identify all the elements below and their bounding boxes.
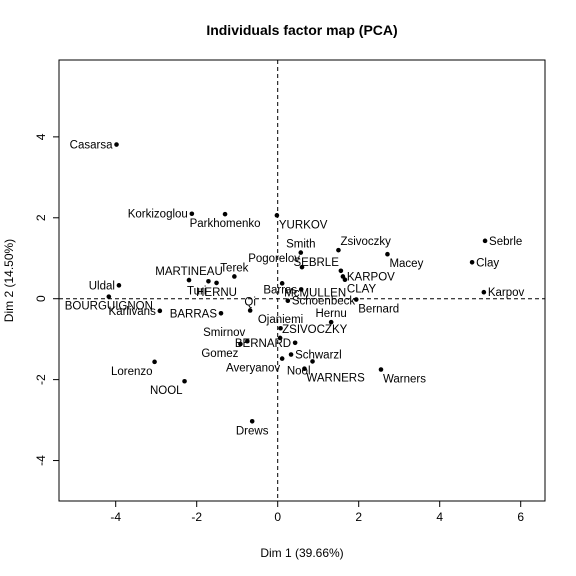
x-tick-label: 6 (517, 510, 524, 524)
data-point (288, 352, 294, 357)
point-label: BARRAS (170, 308, 218, 320)
data-point (482, 238, 488, 244)
point-label: BOURGUIGNON (65, 301, 153, 313)
data-point (342, 277, 348, 282)
point-label: Qi (244, 296, 256, 308)
data-point (336, 247, 341, 253)
data-point (469, 259, 475, 265)
data-point (152, 359, 157, 365)
y-tick-label: 4 (34, 133, 48, 140)
x-tick-label: -4 (110, 510, 121, 524)
data-point (302, 366, 307, 372)
point-label: Barras (263, 284, 297, 296)
y-tick-label: 2 (34, 214, 48, 221)
point-label: Ojaniemi (258, 314, 303, 326)
point-label: Uldal (89, 280, 115, 292)
point-label: Karlivans (109, 306, 157, 318)
point-label: Smith (286, 239, 315, 251)
data-point (238, 341, 243, 347)
data-point (353, 297, 359, 302)
point-label: Korkizoglou (128, 209, 188, 221)
point-label: Sebrle (489, 236, 522, 248)
data-point (292, 340, 298, 346)
point-label: MARTINEAU (155, 266, 223, 278)
y-axis: -4 -2 0 2 4 (34, 133, 59, 466)
point-label: Clay (476, 257, 499, 269)
x-tick-label: -2 (191, 510, 202, 524)
data-point (274, 213, 280, 218)
x-tick-label: 2 (355, 510, 362, 524)
point-label: Gomez (201, 348, 238, 360)
point-label: Pogorelov (248, 253, 300, 265)
point-label: SEBRLE (293, 257, 339, 269)
point-label: Turi (187, 285, 206, 297)
data-point (247, 308, 253, 313)
point-label: Smirnov (203, 327, 245, 339)
data-point (338, 268, 344, 274)
point-label: Averyanov (226, 363, 280, 375)
data-point (385, 251, 390, 257)
data-point (378, 367, 384, 372)
data-point (116, 283, 122, 288)
point-label: Schwarzl (295, 350, 342, 362)
x-axis: -4 -2 0 2 4 6 (110, 501, 524, 524)
y-tick-label: -4 (34, 455, 48, 466)
data-point (189, 211, 195, 217)
data-point (222, 211, 228, 217)
point-label: Karpov (488, 287, 525, 299)
point-label: ZSIVOCZKY (282, 324, 348, 336)
data-point (298, 250, 304, 255)
reference-lines (59, 60, 545, 501)
point-label: BERNARD (235, 338, 291, 350)
point-label: Terek (220, 262, 248, 274)
point-label: KARPOV (347, 271, 395, 283)
data-point (214, 280, 219, 286)
data-point (182, 378, 187, 384)
chart-title: Individuals factor map (PCA) (206, 22, 397, 38)
data-point (278, 325, 283, 331)
point-label: Lorenzo (111, 366, 153, 378)
data-point (106, 294, 112, 299)
y-tick-label: 0 (34, 295, 48, 302)
point-label: Casarsa (70, 140, 113, 152)
point-label: Drews (236, 425, 269, 437)
point-label: WARNERS (306, 373, 365, 385)
data-point (299, 264, 305, 270)
data-point (206, 279, 211, 284)
data-point (232, 274, 237, 279)
point-label: NOOL (150, 385, 183, 397)
point-label: Schoenbeck (292, 296, 356, 308)
data-point (218, 310, 224, 316)
y-axis-label: Dim 2 (14.50%) (2, 239, 16, 322)
data-point (245, 338, 250, 344)
point-label: Hernu (315, 308, 346, 320)
data-point (249, 418, 255, 424)
data-point (279, 356, 285, 361)
point-label: Parkhomenko (190, 218, 261, 230)
data-point (114, 142, 119, 147)
data-point (328, 319, 334, 325)
data-point (279, 281, 285, 286)
data-point (277, 335, 283, 341)
point-label: HERNU (196, 287, 237, 299)
point-label: YURKOV (279, 219, 328, 231)
data-point (157, 308, 163, 314)
data-point (186, 277, 192, 283)
point-label: Warners (383, 374, 426, 386)
point-label: CLAY (347, 284, 377, 296)
data-point (285, 298, 291, 304)
x-axis-label: Dim 1 (39.66%) (260, 546, 343, 560)
point-label: Bernard (358, 304, 399, 316)
plot-frame (58, 59, 546, 502)
x-tick-label: 0 (274, 510, 281, 524)
data-point (310, 359, 315, 364)
point-label: Macey (389, 258, 423, 270)
data-point (298, 287, 304, 292)
data-point (481, 289, 487, 295)
point-label: Zsivoczky (340, 236, 391, 248)
y-tick-label: -2 (34, 374, 48, 385)
x-tick-label: 4 (436, 510, 443, 524)
